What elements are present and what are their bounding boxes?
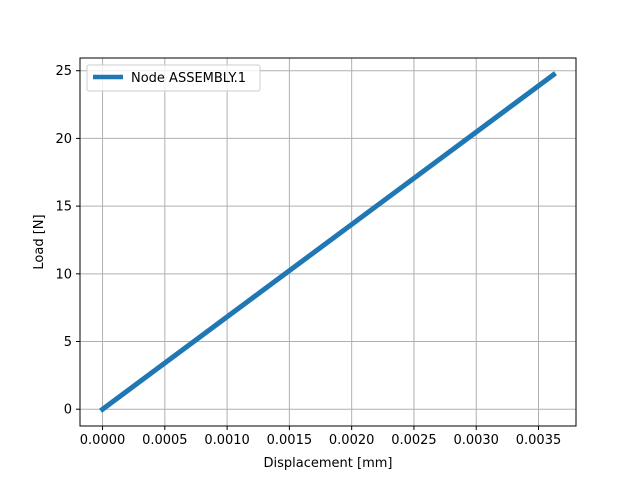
ticks [76, 70, 540, 430]
y-tick-label: 25 [55, 64, 72, 79]
series-line [99, 71, 557, 413]
y-axis-label: Load [N] [32, 214, 47, 269]
y-tick-label: 10 [55, 267, 72, 282]
y-tick-label: 15 [55, 200, 72, 215]
x-tick-label: 0.0030 [453, 433, 499, 448]
y-tick-label: 20 [55, 132, 72, 147]
y-tick-label: 5 [64, 335, 72, 350]
x-tick-label: 0.0000 [80, 433, 126, 448]
tick-labels: 0.0000 0.0005 0.0010 0.0015 0.0020 0.0025 0.00… [55, 64, 561, 448]
legend-box [86, 64, 261, 92]
x-tick-label: 0.0015 [267, 433, 313, 448]
x-axis-label: Displacement [mm] [264, 456, 393, 471]
series-layer [99, 71, 557, 413]
legend-label: Node ASSEMBLY.1 [131, 71, 246, 86]
x-tick-label: 0.0005 [142, 433, 188, 448]
axes-frame [79, 57, 577, 427]
x-tick-label: 0.0025 [391, 433, 437, 448]
y-tick-label: 0 [64, 403, 72, 418]
grid [80, 58, 576, 426]
legend: Node ASSEMBLY.1 [86, 64, 261, 92]
x-tick-label: 0.0020 [329, 433, 375, 448]
x-tick-label: 0.0035 [516, 433, 562, 448]
x-tick-label: 0.0010 [204, 433, 250, 448]
